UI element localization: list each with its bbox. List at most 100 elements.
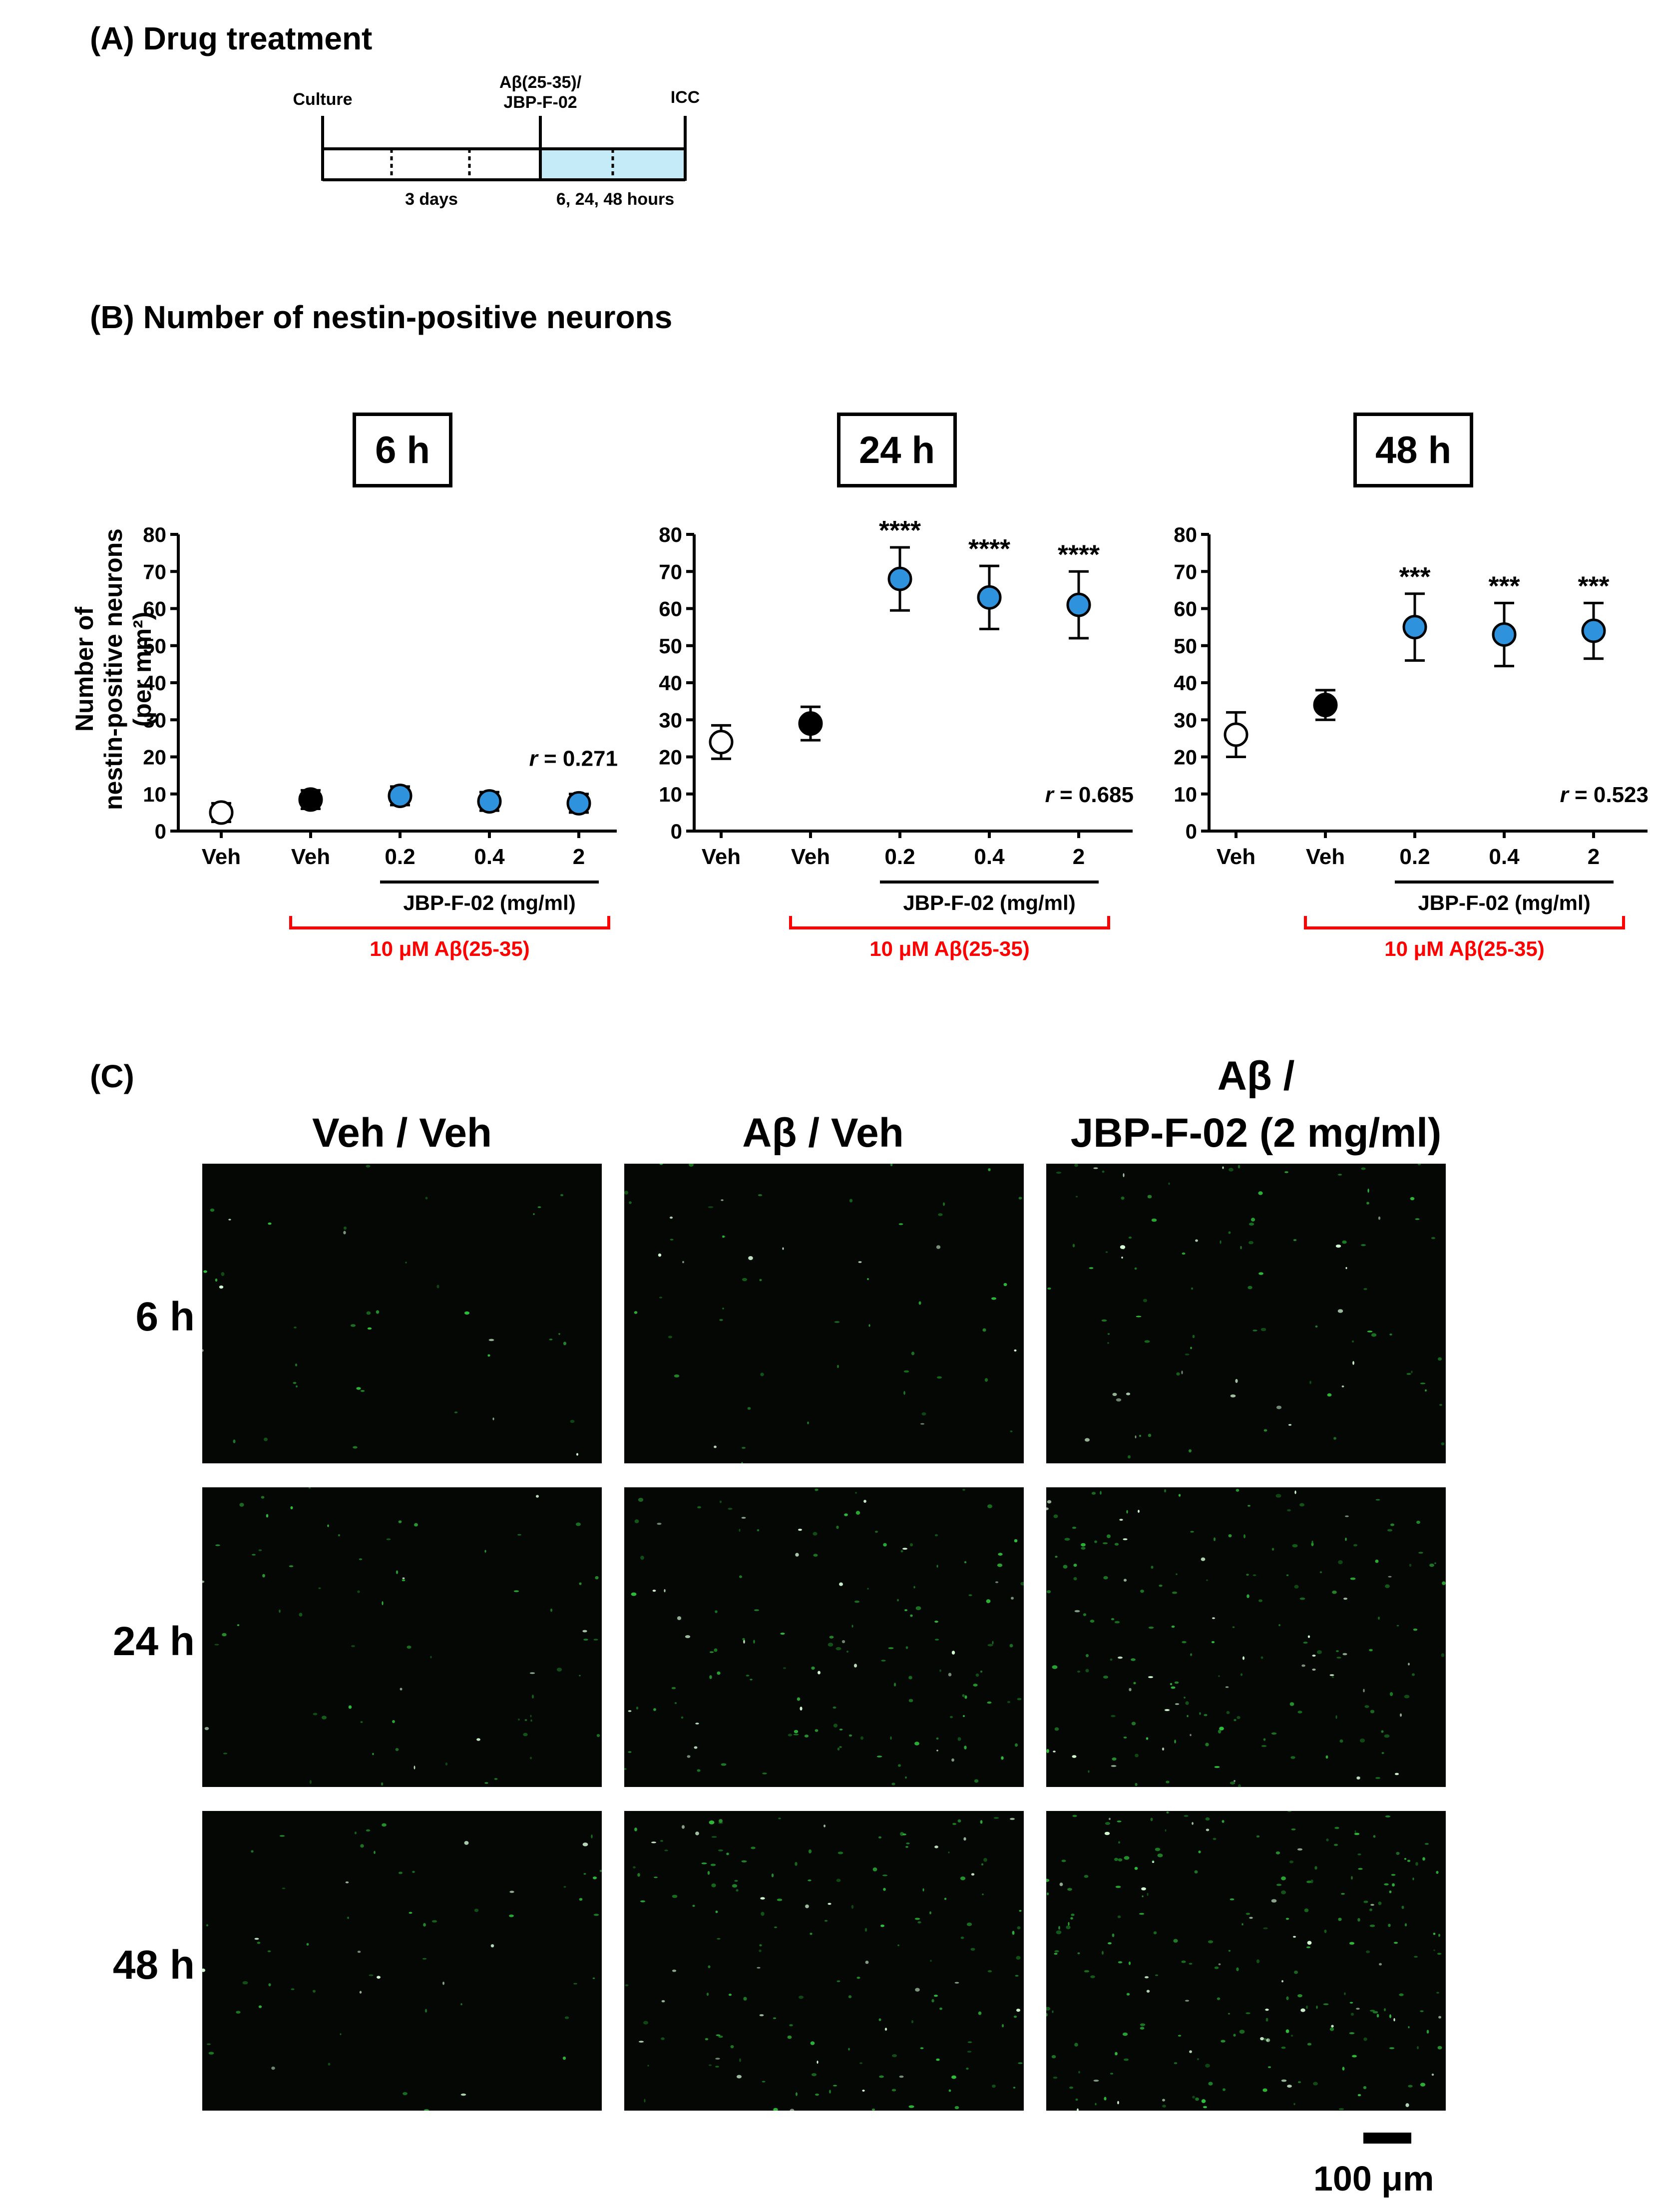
fluorescent-cell	[254, 1938, 259, 1940]
fluorescent-cell	[1090, 1975, 1095, 1978]
fluorescent-cell	[1345, 1515, 1349, 1517]
fluorescent-cell	[1260, 1327, 1266, 1331]
fluorescent-cell	[1378, 1901, 1382, 1905]
fluorescent-cell	[1228, 2013, 1230, 2015]
micrograph-6h-veh-veh	[202, 1164, 602, 1463]
fluorescent-cell	[1342, 1240, 1347, 1244]
fluorescent-cell	[1345, 1267, 1347, 1270]
fluorescent-cell	[966, 2067, 969, 2070]
fluorescent-cell	[1114, 1543, 1119, 1546]
chart-0-marker	[209, 800, 234, 825]
fluorescent-cell	[915, 1606, 921, 1610]
fluorescent-cell	[484, 1782, 488, 1784]
fluorescent-cell	[1222, 1820, 1225, 1823]
fluorescent-cell	[360, 1390, 365, 1392]
fluorescent-cell	[1085, 1438, 1090, 1442]
fluorescent-cell	[1110, 1658, 1113, 1661]
fluorescent-cell	[1103, 1676, 1109, 1679]
fluorescent-cell	[1157, 1853, 1163, 1857]
fluorescent-cell	[741, 1462, 743, 1463]
fluorescent-cell	[986, 1599, 991, 1603]
fluorescent-cell	[348, 1705, 352, 1709]
fluorescent-cell	[954, 1982, 959, 1984]
fluorescent-cell	[1192, 1822, 1194, 1825]
fluorescent-cell	[1208, 1940, 1214, 1943]
fluorescent-cell	[1312, 1655, 1316, 1657]
fluorescent-cell	[1287, 1509, 1291, 1512]
fluorescent-cell	[1109, 1817, 1111, 1820]
fluorescent-cell	[1278, 1624, 1280, 1626]
chart-0-y-tick-label: 30	[143, 708, 166, 732]
fluorescent-cell	[1123, 1579, 1127, 1582]
fluorescent-cell	[1141, 1887, 1146, 1891]
fluorescent-cell	[1105, 1822, 1111, 1825]
fluorescent-cell	[981, 1863, 984, 1866]
fluorescent-cell	[1159, 1584, 1163, 1587]
fluorescent-cell	[412, 1870, 415, 1873]
fluorescent-cell	[625, 1984, 629, 1986]
fluorescent-cell	[402, 1577, 405, 1579]
fluorescent-cell	[1225, 1686, 1229, 1688]
fluorescent-cell	[743, 1997, 747, 2001]
fluorescent-cell	[357, 1590, 360, 1593]
fluorescent-cell	[1114, 1857, 1118, 1861]
fluorescent-cell	[1189, 1449, 1192, 1453]
fluorescent-cell	[1138, 1510, 1140, 1513]
fluorescent-cell	[583, 1873, 586, 1875]
chart-1-marker	[977, 585, 1002, 610]
chart-0-x-tick-label: 0.2	[385, 845, 415, 869]
fluorescent-cell	[717, 1671, 721, 1675]
fluorescent-cell	[865, 1960, 869, 1964]
fluorescent-cell	[818, 1671, 821, 1675]
fluorescent-cell	[1230, 1394, 1236, 1397]
fluorescent-cell	[1229, 1168, 1234, 1172]
fluorescent-cell	[1195, 2097, 1199, 2101]
fluorescent-cell	[1281, 1890, 1286, 1894]
fluorescent-cell	[1118, 1858, 1123, 1862]
fluorescent-cell	[867, 1588, 869, 1590]
fluorescent-cell	[1327, 1393, 1332, 1397]
fluorescent-cell	[903, 1370, 909, 1373]
chart-2-data-point	[1402, 592, 1427, 662]
fluorescent-cell	[920, 2047, 924, 2049]
fluorescent-cell	[1162, 2099, 1165, 2102]
fluorescent-cell	[664, 1849, 668, 1851]
chart-1-marker	[887, 566, 912, 591]
fluorescent-cell	[1003, 1283, 1007, 1287]
fluorescent-cell	[661, 2000, 665, 2003]
fluorescent-cell	[739, 2058, 741, 2062]
fluorescent-cell	[338, 1534, 341, 1537]
fluorescent-cell	[1074, 1610, 1080, 1613]
fluorescent-cell	[536, 1495, 539, 1498]
chart-2-y-tick-label: 50	[1174, 634, 1197, 658]
fluorescent-cell	[1366, 1202, 1369, 1205]
fluorescent-cell	[1181, 1960, 1186, 1963]
fluorescent-cell	[759, 2014, 764, 2017]
fluorescent-cell	[706, 1992, 709, 1996]
fluorescent-cell	[1133, 1682, 1136, 1685]
fluorescent-cell	[1126, 1510, 1128, 1514]
fluorescent-cell	[1056, 1171, 1062, 1174]
fluorescent-cell	[1239, 2030, 1245, 2034]
fluorescent-cell	[914, 1917, 920, 1920]
fluorescent-cell	[1187, 1715, 1189, 1718]
fluorescent-cell	[1256, 1959, 1260, 1963]
fluorescent-cell	[670, 1239, 674, 1241]
chart-1-significance-label: ****	[879, 515, 921, 545]
fluorescent-cell	[1206, 1579, 1209, 1581]
fluorescent-cell	[1135, 1435, 1137, 1438]
fluorescent-cell	[839, 1582, 843, 1586]
fluorescent-cell	[1214, 1766, 1220, 1768]
fluorescent-cell	[268, 1222, 272, 1225]
chart-1-drug-label: JBP-F-02 (mg/ml)	[903, 891, 1075, 914]
fluorescent-cell	[1014, 1349, 1017, 1352]
fluorescent-cell	[659, 1164, 663, 1165]
fluorescent-cell	[1081, 1547, 1086, 1550]
chart-2-y-tick-label: 30	[1174, 708, 1197, 732]
fluorescent-cell	[736, 1889, 739, 1892]
fluorescent-cell	[730, 2045, 734, 2049]
fluorescent-cell	[1190, 1346, 1192, 1349]
fluorescent-cell	[1245, 1912, 1250, 1915]
fluorescent-cell	[1418, 1552, 1423, 1554]
